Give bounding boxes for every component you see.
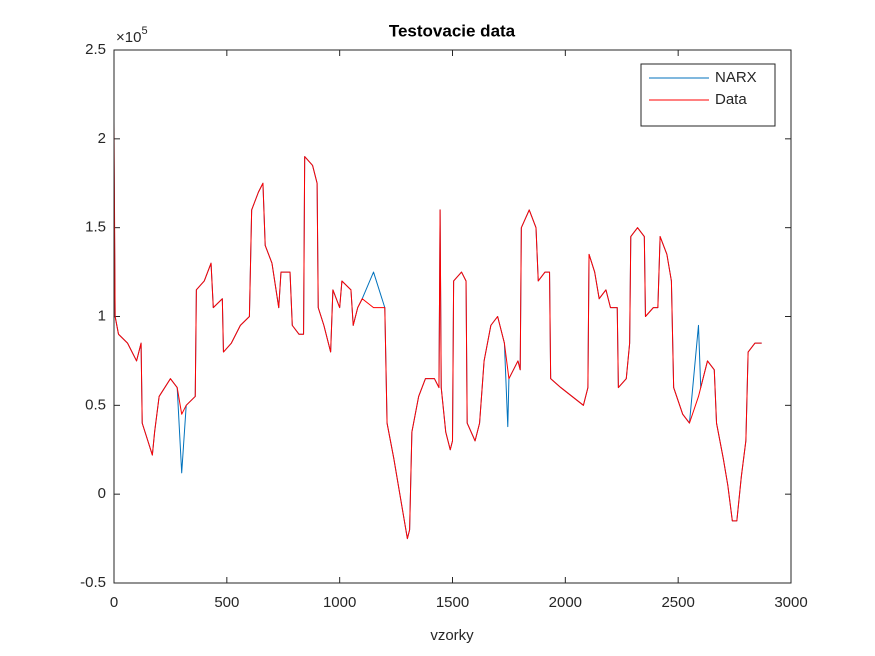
x-tick-label: 0 <box>110 594 118 611</box>
y-multiplier: ×105 <box>116 25 148 46</box>
y-tick-label: -0.5 <box>80 574 106 591</box>
multiplier-exponent: 5 <box>141 25 147 37</box>
x-tick-label: 3000 <box>774 594 807 611</box>
x-tick-label: 1000 <box>323 594 356 611</box>
x-tick-label: 1500 <box>436 594 469 611</box>
y-tick-label: 0 <box>98 485 106 502</box>
y-tick-label: 2 <box>98 130 106 147</box>
multiplier-base: ×10 <box>116 29 141 46</box>
legend-label: Data <box>715 91 747 108</box>
legend-box <box>640 63 776 127</box>
chart-title: Testovacie data <box>389 21 516 40</box>
y-tick-label: 2.5 <box>85 41 106 58</box>
y-tick-label: 1.5 <box>85 219 106 236</box>
series-line <box>113 121 762 540</box>
x-tick-label: 500 <box>214 594 239 611</box>
axes-box <box>113 49 792 584</box>
y-tick-label: 1 <box>98 307 106 324</box>
x-tick-label: 2500 <box>661 594 694 611</box>
x-axis-label: vzorky <box>430 627 474 644</box>
plot-area <box>114 50 791 583</box>
x-tick-label: 2000 <box>549 594 582 611</box>
legend-label: NARX <box>715 69 757 86</box>
y-tick-label: 0.5 <box>85 396 106 413</box>
